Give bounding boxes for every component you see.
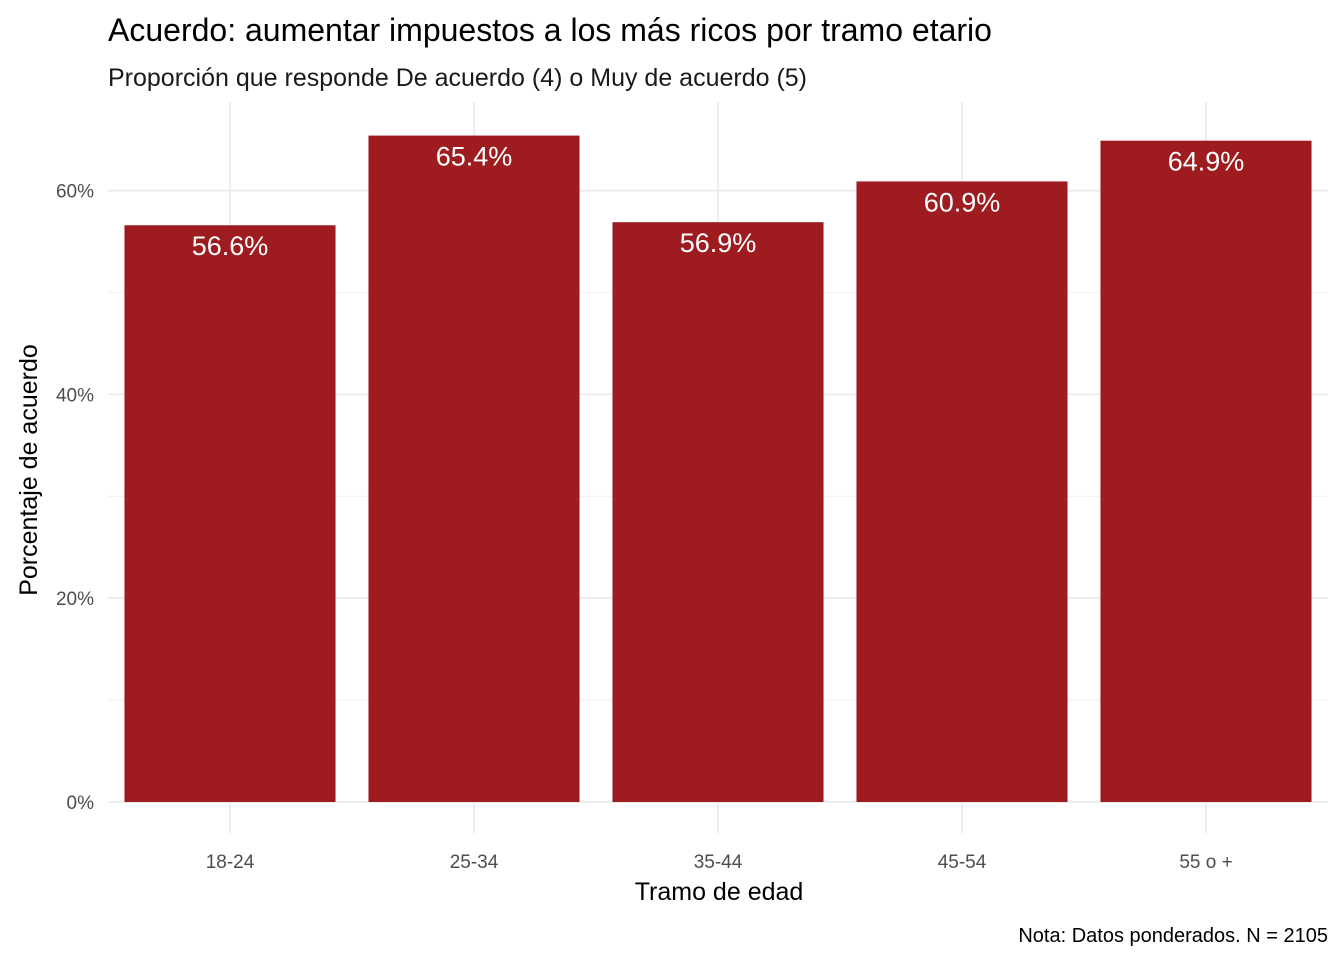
x-tick-label: 35-44 [694, 852, 743, 873]
x-tick-label: 45-54 [938, 852, 987, 873]
bar-35-44 [612, 222, 824, 803]
bar-data-label: 60.9% [924, 187, 1001, 217]
bar-55-o- [1100, 140, 1312, 802]
bar-data-label: 65.4% [436, 142, 513, 172]
y-axis-ticks: 0% 20% 40% 60% [56, 182, 94, 814]
chart-title: Acuerdo: aumentar impuestos a los más ri… [108, 12, 992, 48]
bar-data-label: 56.9% [680, 228, 757, 258]
bar-data-label: 64.9% [1168, 147, 1245, 177]
bar-25-34 [368, 135, 580, 803]
x-tick-label: 55 o + [1179, 852, 1232, 873]
y-tick-label: 0% [67, 793, 95, 814]
bar-18-24 [124, 225, 336, 803]
data-labels-group: 56.6% 65.4% 56.9% 60.9% 64.9% [192, 142, 1245, 262]
x-tick-label: 25-34 [450, 852, 499, 873]
y-tick-label: 60% [56, 182, 94, 203]
bars-group [124, 135, 1312, 803]
y-axis-title: Porcentaje de acuerdo [15, 344, 43, 596]
chart-caption: Nota: Datos ponderados. N = 2105 [1018, 925, 1328, 947]
y-tick-label: 20% [56, 589, 94, 610]
x-tick-label: 18-24 [206, 852, 255, 873]
bar-data-label: 56.6% [192, 231, 269, 261]
chart-subtitle: Proporción que responde De acuerdo (4) o… [108, 64, 807, 92]
y-tick-label: 40% [56, 385, 94, 406]
bar-45-54 [856, 181, 1068, 802]
x-axis-ticks: 18-24 25-34 35-44 45-54 55 o + [206, 852, 1233, 873]
x-axis-title: Tramo de edad [635, 878, 804, 906]
